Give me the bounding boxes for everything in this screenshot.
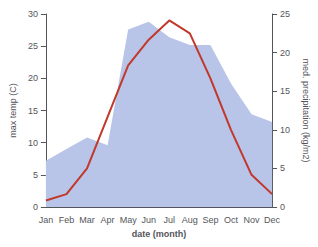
svg-text:0: 0: [280, 202, 285, 212]
svg-text:Apr: Apr: [101, 215, 115, 225]
svg-text:0: 0: [33, 202, 38, 212]
svg-text:15: 15: [28, 106, 38, 116]
svg-text:Mar: Mar: [79, 215, 95, 225]
svg-text:25: 25: [280, 9, 290, 19]
svg-text:date (month): date (month): [132, 229, 187, 239]
svg-text:10: 10: [280, 125, 290, 135]
svg-text:Sep: Sep: [202, 215, 218, 225]
svg-text:30: 30: [28, 9, 38, 19]
svg-text:Feb: Feb: [59, 215, 75, 225]
svg-text:med. precipitation (kg/m2): med. precipitation (kg/m2): [301, 58, 311, 162]
svg-text:5: 5: [280, 163, 285, 173]
svg-text:Nov: Nov: [244, 215, 261, 225]
svg-text:5: 5: [33, 170, 38, 180]
svg-text:max temp (C): max temp (C): [8, 83, 18, 138]
svg-text:Dec: Dec: [264, 215, 281, 225]
svg-text:Jul: Jul: [164, 215, 176, 225]
svg-text:Aug: Aug: [182, 215, 198, 225]
svg-text:25: 25: [28, 41, 38, 51]
svg-text:10: 10: [28, 138, 38, 148]
svg-text:Oct: Oct: [224, 215, 239, 225]
svg-text:20: 20: [28, 73, 38, 83]
svg-text:15: 15: [280, 86, 290, 96]
svg-text:May: May: [120, 215, 138, 225]
svg-text:Jun: Jun: [141, 215, 156, 225]
svg-text:20: 20: [280, 48, 290, 58]
svg-text:Jan: Jan: [39, 215, 54, 225]
